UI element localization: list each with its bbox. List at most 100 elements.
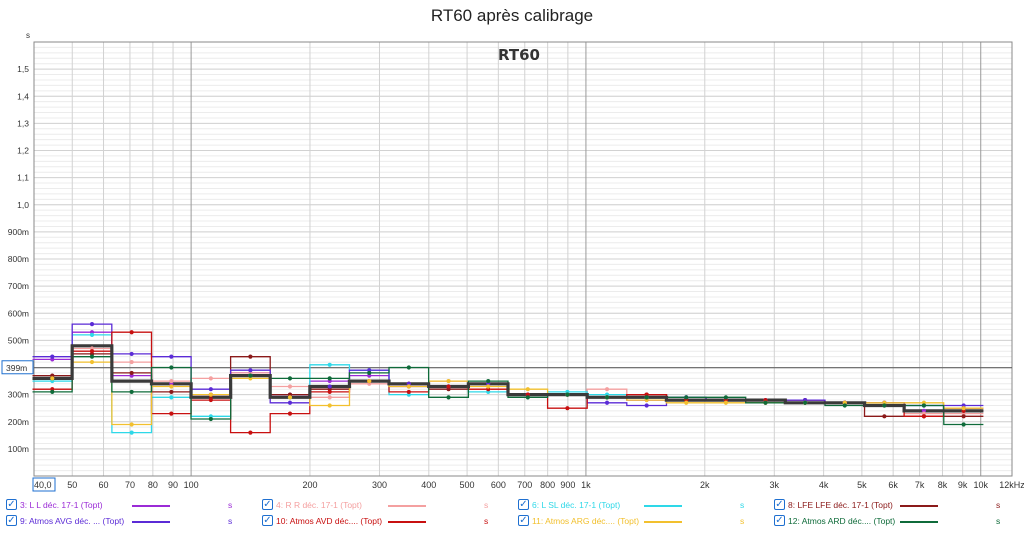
series-point	[208, 387, 213, 392]
legend-item[interactable]: ✓ 12: Atmos ARD déc.... (Topt) s	[774, 514, 1014, 530]
legend-checkbox[interactable]: ✓	[518, 499, 529, 510]
average-line	[32, 344, 984, 413]
y-tick-label: 100m	[8, 444, 29, 454]
series-point	[604, 387, 610, 392]
y-tick-label: 900m	[8, 227, 29, 237]
y-tick-label: 1,5	[17, 64, 29, 74]
rt60-plot[interactable]: 100m200m300m400m500m600m700m800m900m1,01…	[0, 0, 1024, 496]
x-tick-label: 50	[67, 480, 77, 490]
y-tick-label: 1,4	[17, 91, 29, 101]
legend-label: 9: Atmos AVG déc. ... (Topt)	[20, 516, 125, 526]
series-group	[32, 322, 984, 435]
legend-item[interactable]: ✓ 8: LFE LFE déc. 17-1 (Topt) s	[774, 498, 1014, 514]
series-point	[129, 370, 134, 376]
series-point	[287, 376, 293, 381]
legend-unit: s	[740, 516, 745, 526]
legend-checkbox[interactable]: ✓	[6, 515, 17, 526]
legend-checkbox[interactable]: ✓	[262, 499, 273, 510]
x-tick-label: 1k	[581, 480, 591, 490]
x-tick-label: 600	[491, 480, 506, 490]
x-tick-label: 90	[168, 480, 178, 490]
y-tick-label: 800m	[8, 254, 29, 264]
y-tick-label: 1,2	[17, 146, 29, 156]
series-point	[327, 376, 332, 381]
series-point	[89, 354, 95, 359]
series-point	[169, 411, 174, 416]
series-point	[327, 362, 332, 367]
series-point	[565, 392, 570, 397]
legend-unit: s	[484, 500, 489, 510]
series-point	[961, 414, 966, 419]
series-point	[961, 422, 966, 427]
legend-unit: s	[228, 516, 233, 526]
legend-label: 6: L SL déc. 17-1 (Topt)	[532, 500, 621, 510]
legend-unit: s	[228, 500, 233, 510]
series-point	[129, 330, 134, 335]
x-tick-label: 6k	[888, 480, 898, 490]
series-point	[248, 373, 253, 378]
series-point	[644, 395, 649, 400]
chart-title: RT60 après calibrage	[430, 6, 594, 25]
plot-frame	[33, 41, 1013, 477]
x-tick-label: 100	[184, 480, 199, 490]
x-tick-label: 3k	[770, 480, 780, 490]
legend-checkbox[interactable]: ✓	[774, 499, 785, 510]
series-point	[525, 395, 530, 400]
legend-checkbox[interactable]: ✓	[262, 515, 273, 526]
series-point	[169, 354, 174, 359]
series-point	[367, 378, 372, 384]
legend-item[interactable]: ✓ 11: Atmos ARG déc.... (Topt) s	[518, 514, 758, 530]
series-point	[287, 384, 293, 389]
series-point	[802, 400, 808, 405]
series-point	[446, 378, 451, 384]
axes: 100m200m300m400m500m600m700m800m900m1,01…	[1, 41, 1024, 492]
legend-item[interactable]: ✓ 10: Atmos AVD déc.... (Topt) s	[262, 514, 502, 530]
series-point	[644, 403, 649, 408]
legend-checkbox[interactable]: ✓	[518, 515, 529, 526]
legend-item[interactable]: ✓ 3: L L déc. 17-1 (Topt) s	[6, 498, 246, 514]
legend-unit: s	[740, 500, 745, 510]
series-point	[882, 414, 887, 419]
legend-label: 8: LFE LFE déc. 17-1 (Topt)	[788, 500, 893, 510]
series-point	[50, 354, 55, 359]
legend-checkbox[interactable]: ✓	[6, 499, 17, 510]
legend-unit: s	[996, 500, 1001, 510]
legend: ✓ 3: L L déc. 17-1 (Topt) s ✓ 4: R R déc. 17…	[0, 496, 1024, 542]
legend-item[interactable]: ✓ 4: R R déc. 17-1 (Topt) s	[262, 498, 502, 514]
x-tick-label: 40,0	[34, 480, 52, 490]
series-point	[208, 397, 213, 403]
y-tick-label: 1,0	[17, 200, 29, 210]
series-point	[604, 400, 610, 405]
x-tick-label: 10k	[973, 480, 988, 490]
x-tick-label: 500	[460, 480, 475, 490]
legend-item[interactable]: ✓ 6: L SL déc. 17-1 (Topt) s	[518, 498, 758, 514]
x-tick-label: 5k	[857, 480, 867, 490]
series-point	[327, 389, 332, 395]
legend-checkbox[interactable]: ✓	[774, 515, 785, 526]
series-point	[169, 384, 174, 389]
x-tick-label: 60	[99, 480, 109, 490]
series-point	[89, 322, 95, 327]
series-point	[248, 354, 253, 359]
series-point	[525, 387, 530, 392]
x-start-box	[32, 477, 56, 492]
series-point	[486, 378, 491, 384]
x-tick-label: 800	[540, 480, 555, 490]
series-point	[208, 376, 213, 381]
legend-swatch	[644, 505, 682, 507]
legend-item[interactable]: ✓ 9: Atmos AVG déc. ... (Topt) s	[6, 514, 246, 530]
series-point	[129, 430, 134, 435]
series-point	[208, 416, 213, 422]
series-point	[723, 395, 728, 400]
y-tick-label: 700m	[8, 281, 29, 291]
y-tick-label: 1,1	[17, 173, 29, 183]
legend-swatch	[900, 505, 938, 507]
series-point	[327, 403, 332, 408]
x-tick-label: 9k	[958, 480, 968, 490]
series-point	[169, 378, 174, 384]
series-point	[763, 400, 768, 405]
series-point	[129, 359, 134, 365]
series-point	[287, 400, 293, 405]
series-point	[50, 376, 55, 381]
y-unit-label: s	[26, 31, 30, 40]
